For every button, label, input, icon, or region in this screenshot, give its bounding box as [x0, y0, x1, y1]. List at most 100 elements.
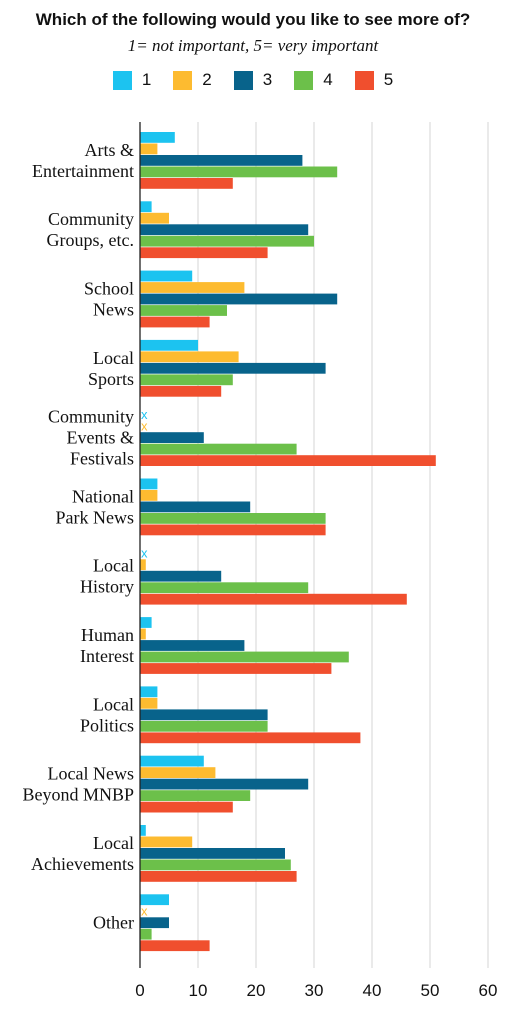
chart-title: Which of the following would you like to… [35, 10, 471, 29]
legend-label: 3 [262, 70, 273, 89]
bar [140, 697, 158, 709]
bar [140, 293, 338, 305]
x-tick-label: 20 [247, 981, 266, 1000]
bar [140, 640, 245, 651]
bar [140, 224, 309, 236]
bar [140, 374, 233, 386]
category-label: Local [93, 833, 134, 853]
legend-swatch [112, 70, 132, 90]
bar [140, 201, 152, 213]
bar [140, 732, 361, 744]
bar [140, 513, 326, 524]
bar [140, 848, 285, 859]
bar [140, 212, 169, 224]
bar [140, 351, 239, 363]
bar [140, 385, 222, 397]
bar [140, 247, 268, 259]
bar [140, 928, 152, 940]
bar [140, 709, 268, 721]
legend-swatch [173, 70, 193, 90]
legend-item-2: 2 [173, 70, 212, 90]
bar [140, 755, 204, 767]
category-label: School [84, 279, 134, 299]
bar [140, 917, 169, 929]
bar [140, 570, 222, 582]
legend: 1 2 3 4 5 [0, 70, 506, 90]
bar [140, 663, 332, 674]
bar [140, 143, 158, 155]
bar [140, 455, 436, 466]
category-label: News [93, 300, 134, 320]
bar [140, 871, 297, 882]
category-label: Groups, etc. [47, 230, 134, 250]
bar [140, 178, 233, 189]
bar [140, 524, 326, 536]
category-label: Human [81, 625, 134, 645]
category-label: Community [48, 209, 134, 229]
bar [140, 778, 309, 790]
category-label: Entertainment [32, 161, 134, 181]
bar [140, 894, 169, 906]
bar [140, 593, 407, 605]
bar [140, 316, 210, 328]
bar [140, 132, 175, 143]
bar [140, 617, 152, 628]
category-label: Local [93, 694, 134, 714]
bar [140, 166, 338, 178]
x-tick-label: 50 [421, 981, 440, 1000]
legend-swatch [354, 70, 374, 90]
chart-subtitle: 1= not important, 5= very important [127, 36, 379, 55]
legend-item-4: 4 [294, 70, 333, 90]
bar [140, 305, 227, 316]
category-label: Beyond MNBP [22, 785, 134, 805]
category-label: Sports [88, 369, 134, 389]
category-label: Politics [80, 715, 134, 735]
bar [140, 339, 198, 351]
bar [140, 443, 297, 455]
legend-swatch [233, 70, 253, 90]
bar [140, 155, 303, 166]
legend-label: 2 [202, 70, 212, 89]
bar [140, 282, 245, 293]
x-tick-label: 10 [189, 981, 208, 1000]
legend-label: 1 [141, 70, 152, 89]
category-label: Local [93, 348, 134, 368]
bar [140, 767, 216, 778]
legend-label: 4 [323, 70, 333, 89]
category-label: Events & [67, 428, 135, 448]
bar [140, 801, 233, 813]
bar [140, 836, 193, 848]
category-label: Park News [56, 507, 135, 527]
bar [140, 270, 193, 282]
bar [140, 478, 158, 490]
bar [140, 651, 349, 663]
bar [140, 825, 146, 836]
bar [140, 940, 210, 952]
x-tick-label: 0 [135, 981, 144, 1000]
bar [140, 582, 309, 594]
bar [140, 628, 146, 640]
category-label: History [80, 577, 134, 597]
x-tick-label: 40 [363, 981, 382, 1000]
legend-item-1: 1 [112, 70, 152, 90]
legend-label: 5 [383, 70, 394, 89]
zero-marker: x [141, 904, 148, 919]
bar [140, 686, 158, 698]
zero-marker: x [141, 419, 148, 434]
category-label: Achievements [31, 854, 134, 874]
category-label: Festivals [70, 449, 134, 469]
bar [140, 859, 291, 871]
category-label: Local [93, 556, 134, 576]
category-label: Local News [48, 764, 134, 784]
bar [140, 501, 251, 513]
category-label: National [72, 486, 134, 506]
bar [140, 362, 326, 374]
x-tick-label: 30 [305, 981, 324, 1000]
category-label: Community [48, 407, 134, 427]
bar [140, 490, 158, 501]
bar [140, 432, 204, 443]
bar [140, 720, 268, 732]
legend-item-5: 5 [354, 70, 394, 90]
x-tick-label: 60 [479, 981, 498, 1000]
